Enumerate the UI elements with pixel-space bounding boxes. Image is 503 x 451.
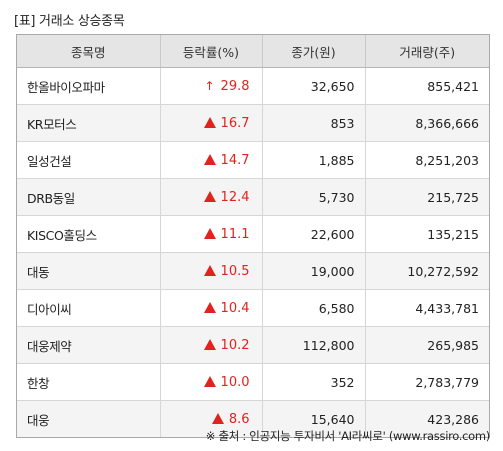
trading-volume: 135,215 xyxy=(364,215,489,253)
change-rate-cell: 11.1 xyxy=(159,215,262,253)
change-rate-value: 12.4 xyxy=(220,189,250,205)
change-rate-cell: 10.2 xyxy=(159,326,262,364)
table-row: 대동 10.5 19,000 10,272,592 xyxy=(17,252,489,290)
trading-volume: 8,366,666 xyxy=(364,104,489,142)
change-rate-cell: 10.4 xyxy=(159,289,262,327)
stock-name: KR모터스 xyxy=(17,104,160,142)
change-rate-cell: 12.4 xyxy=(159,178,262,216)
up-triangle-icon xyxy=(203,375,216,387)
change-rate-value: 16.7 xyxy=(220,115,250,131)
stock-name: DRB동일 xyxy=(17,178,160,216)
up-triangle-icon xyxy=(203,227,216,239)
change-rate-value: 11.1 xyxy=(220,226,250,242)
stock-name: 대웅 xyxy=(17,400,160,437)
column-header-name: 종목명 xyxy=(17,35,160,68)
up-arrow-icon: ↑ xyxy=(204,78,215,93)
stock-name: 한창 xyxy=(17,363,160,401)
change-rate-value: 14.7 xyxy=(220,152,250,168)
trading-volume: 2,783,779 xyxy=(364,363,489,401)
change-rate-value: 10.5 xyxy=(220,263,250,279)
table-row: 대웅 8.6 15,640 423,286 xyxy=(17,400,489,437)
up-triangle-icon xyxy=(203,116,216,128)
closing-price: 22,600 xyxy=(261,215,365,253)
up-triangle-icon xyxy=(203,190,216,202)
change-rate-cell: 16.7 xyxy=(159,104,262,142)
up-triangle-icon xyxy=(203,301,216,313)
change-rate-cell: 10.0 xyxy=(159,363,262,401)
up-triangle-icon xyxy=(211,412,224,424)
stock-name: KISCO홀딩스 xyxy=(17,215,160,253)
change-rate-cell: ↑ 29.8 xyxy=(159,67,262,105)
trading-volume: 10,272,592 xyxy=(364,252,489,290)
stock-name: 디아이씨 xyxy=(17,289,160,327)
table-row: KISCO홀딩스 11.1 22,600 135,215 xyxy=(17,215,489,253)
column-header-volume: 거래량(주) xyxy=(364,35,489,68)
stock-name: 한올바이오파마 xyxy=(27,79,105,95)
change-rate-cell: 8.6 xyxy=(159,400,262,437)
closing-price: 112,800 xyxy=(261,326,365,364)
column-header-rate: 등락률(%) xyxy=(159,35,262,68)
table-row: DRB동일 12.4 5,730 215,725 xyxy=(17,178,489,216)
table-header-row: 종목명 등락률(%) 종가(원) 거래량(주) xyxy=(17,35,489,68)
closing-price: 6,580 xyxy=(261,289,365,327)
table-row: KR모터스 16.7 853 8,366,666 xyxy=(17,104,489,142)
change-rate-value: 10.0 xyxy=(220,374,250,390)
change-rate-value: 10.4 xyxy=(220,300,250,316)
change-rate-value: 29.8 xyxy=(220,78,250,94)
trading-volume: 423,286 xyxy=(364,400,489,437)
stock-name: 일성건설 xyxy=(17,141,160,179)
table-row: 한창 10.0 352 2,783,779 xyxy=(17,363,489,401)
closing-price: 853 xyxy=(261,104,365,142)
source-note: ※ 출처 : 인공지능 투자비서 'AI라씨로' (www.rassiro.co… xyxy=(205,429,491,443)
stock-name: 대웅제약 xyxy=(17,326,160,364)
change-rate-cell: 10.5 xyxy=(159,252,262,290)
table-row: 일성건설 14.7 1,885 8,251,203 xyxy=(17,141,489,179)
trading-volume: 4,433,781 xyxy=(364,289,489,327)
up-triangle-icon xyxy=(203,153,216,165)
up-triangle-icon xyxy=(203,264,216,276)
trading-volume: 215,725 xyxy=(364,178,489,216)
stock-name: 대동 xyxy=(17,252,160,290)
trading-volume: 855,421 xyxy=(364,67,489,105)
column-header-price: 종가(원) xyxy=(261,35,365,68)
change-rate-value: 10.2 xyxy=(220,337,250,353)
closing-price: 19,000 xyxy=(261,252,365,290)
table-row: 대웅제약 10.2 112,800 265,985 xyxy=(17,326,489,364)
closing-price: 32,650 xyxy=(261,67,365,105)
closing-price: 15,640 xyxy=(261,400,365,437)
up-triangle-icon xyxy=(203,338,216,350)
stock-table: 종목명 등락률(%) 종가(원) 거래량(주) 한올바이오파마 ↑ 29.8 32,6… xyxy=(16,34,490,438)
table-title: [표] 거래소 상승종목 xyxy=(14,14,125,29)
closing-price: 1,885 xyxy=(261,141,365,179)
closing-price: 5,730 xyxy=(261,178,365,216)
trading-volume: 8,251,203 xyxy=(364,141,489,179)
table-row: 디아이씨 10.4 6,580 4,433,781 xyxy=(17,289,489,327)
table-row: 한올바이오파마 ↑ 29.8 32,650 855,421 xyxy=(17,67,489,105)
trading-volume: 265,985 xyxy=(364,326,489,364)
change-rate-value: 8.6 xyxy=(228,411,250,427)
closing-price: 352 xyxy=(261,363,365,401)
change-rate-cell: 14.7 xyxy=(159,141,262,179)
